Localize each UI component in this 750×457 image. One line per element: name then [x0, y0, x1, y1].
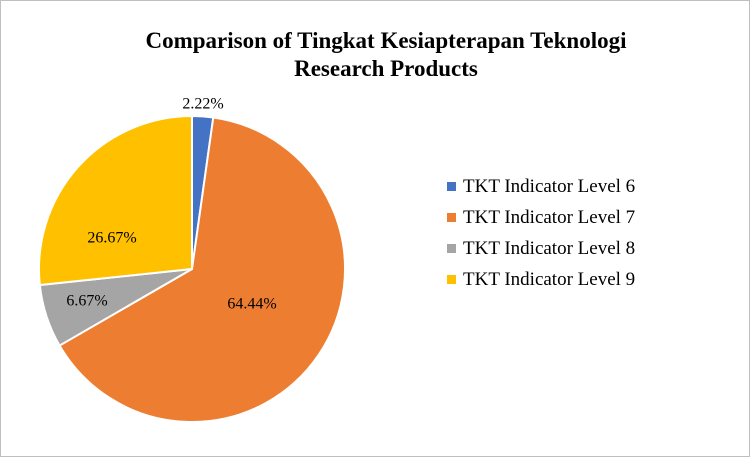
pie-data-labels: 2.22% 64.44% 6.67% 26.67% — [66, 96, 276, 313]
legend: TKT Indicator Level 6 TKT Indicator Leve… — [447, 171, 635, 295]
legend-label-level-6: TKT Indicator Level 6 — [463, 175, 636, 197]
legend-item-level-7: TKT Indicator Level 7 — [447, 202, 635, 233]
legend-swatch-level-9 — [447, 275, 456, 284]
legend-swatch-level-7 — [447, 213, 456, 222]
chart-title: Comparison of Tingkat Kesiapterapan Tekn… — [96, 27, 676, 83]
legend-swatch-level-6 — [447, 182, 456, 191]
legend-item-level-8: TKT Indicator Level 8 — [447, 233, 635, 264]
legend-label-level-8: TKT Indicator Level 8 — [463, 237, 636, 259]
chart-title-line-1: Comparison of Tingkat Kesiapterapan Tekn… — [145, 28, 627, 53]
pie-slices — [38, 114, 346, 423]
data-label-level-6: 2.22% — [182, 96, 223, 113]
data-label-level-7: 64.44% — [227, 296, 276, 313]
legend-label-level-9: TKT Indicator Level 9 — [463, 268, 636, 290]
legend-swatch-level-8 — [447, 244, 456, 253]
data-label-level-8: 6.67% — [66, 293, 107, 310]
legend-item-level-6: TKT Indicator Level 6 — [447, 171, 635, 202]
data-label-level-9: 26.67% — [87, 230, 136, 247]
legend-label-level-7: TKT Indicator Level 7 — [463, 206, 636, 228]
pie-slice-level-7 — [58, 116, 346, 423]
pie-slice-level-9 — [38, 114, 193, 287]
legend-item-level-9: TKT Indicator Level 9 — [447, 264, 635, 295]
chart-title-line-2: Research Products — [294, 56, 478, 81]
